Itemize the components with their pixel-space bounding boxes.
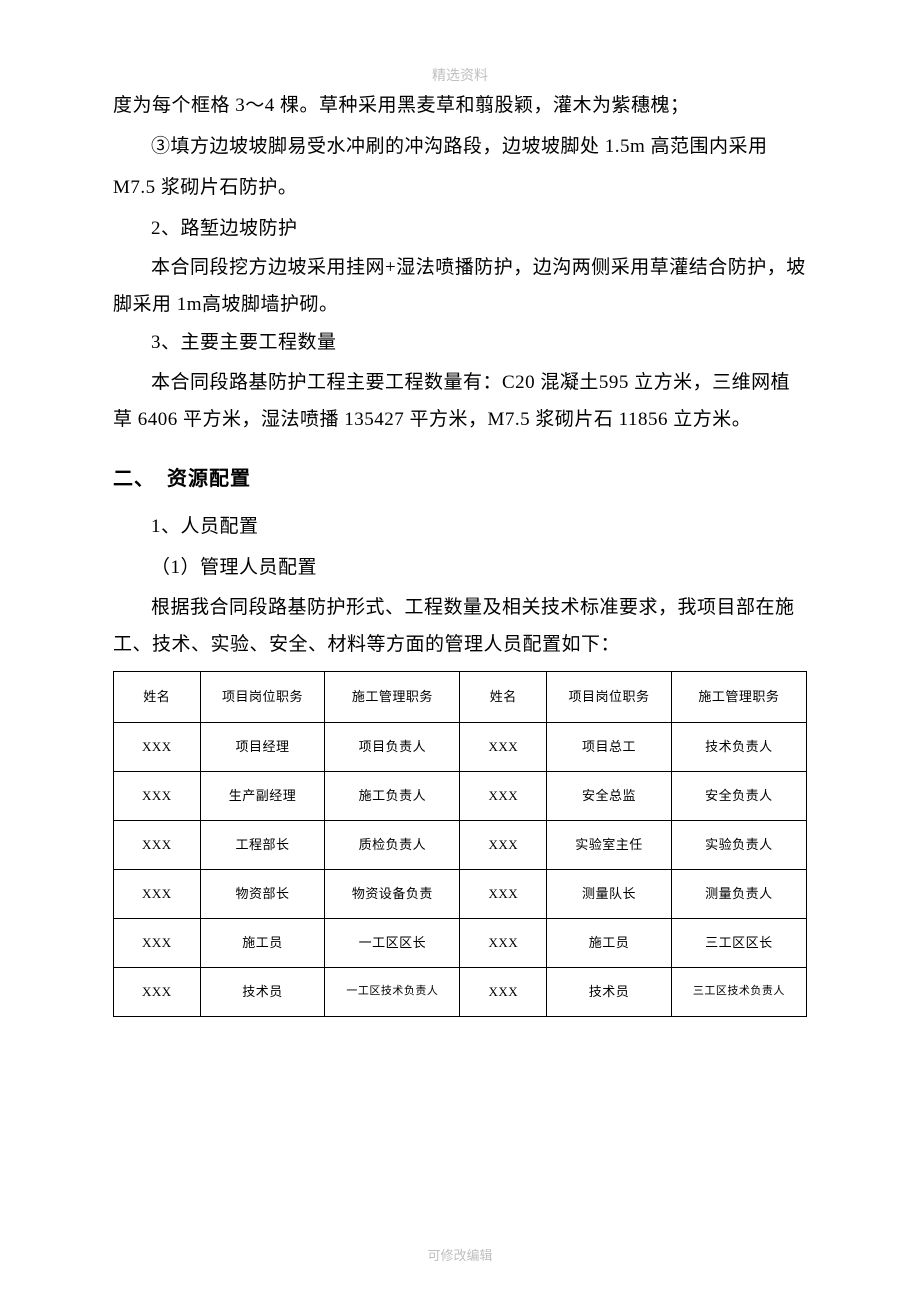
paragraph: 根据我合同段路基防护形式、工程数量及相关技术标准要求，我项目部在施工、技术、实验…: [113, 589, 807, 663]
table-cell: 安全总监: [547, 772, 672, 821]
table-header-cell: 施工管理职务: [671, 672, 806, 723]
personnel-table: 姓名 项目岗位职务 施工管理职务 姓名 项目岗位职务 施工管理职务 XXX 项目…: [113, 671, 807, 1017]
table-cell: 技术员: [200, 967, 325, 1016]
table-cell: 物资设备负责: [325, 869, 460, 918]
table-row: XXX 项目经理 项目负责人 XXX 项目总工 技术负责人: [114, 723, 807, 772]
footer-watermark: 可修改编辑: [0, 1245, 920, 1264]
table-cell: XXX: [460, 723, 547, 772]
table-header-row: 姓名 项目岗位职务 施工管理职务 姓名 项目岗位职务 施工管理职务: [114, 672, 807, 723]
table-cell: 实验负责人: [671, 821, 806, 870]
table-cell: 施工员: [200, 918, 325, 967]
subsection-number: 1、人员配置: [113, 507, 807, 548]
paragraph: ③填方边坡坡脚易受水冲刷的冲沟路段，边坡坡脚处 1.5m 高范围内采用 M7.5…: [113, 127, 807, 209]
table-header-cell: 项目岗位职务: [200, 672, 325, 723]
table-cell: 质检负责人: [325, 821, 460, 870]
table-cell: XXX: [114, 821, 201, 870]
table-cell: 物资部长: [200, 869, 325, 918]
heading-number: 二、: [113, 468, 155, 490]
subsection-number: 3、主要主要工程数量: [113, 323, 807, 364]
paragraph: 本合同段挖方边坡采用挂网+湿法喷播防护，边沟两侧采用草灌结合防护，坡脚采用 1m…: [113, 249, 807, 323]
table-cell: 实验室主任: [547, 821, 672, 870]
header-watermark: 精选资料: [0, 65, 920, 85]
table-cell: 三工区技术负责人: [671, 967, 806, 1016]
table-cell: 一工区区长: [325, 918, 460, 967]
paragraph: 本合同段路基防护工程主要工程数量有：C20 混凝土595 立方米，三维网植草 6…: [113, 364, 807, 438]
table-row: XXX 物资部长 物资设备负责 XXX 测量队长 测量负责人: [114, 869, 807, 918]
table-row: XXX 技术员 一工区技术负责人 XXX 技术员 三工区技术负责人: [114, 967, 807, 1016]
table-header-cell: 施工管理职务: [325, 672, 460, 723]
table-cell: 技术负责人: [671, 723, 806, 772]
table-cell: XXX: [460, 918, 547, 967]
table-header-cell: 姓名: [460, 672, 547, 723]
table-cell: 项目经理: [200, 723, 325, 772]
table-header-cell: 姓名: [114, 672, 201, 723]
table-cell: 施工负责人: [325, 772, 460, 821]
subsection-label: （1）管理人员配置: [113, 548, 807, 589]
table-cell: XXX: [460, 821, 547, 870]
document-body: 度为每个框格 3～4 棵。草种采用黑麦草和翦股颖，灌木为紫穗槐； ③填方边坡坡脚…: [113, 86, 807, 1017]
table-cell: XXX: [114, 918, 201, 967]
table-cell: XXX: [460, 869, 547, 918]
table-cell: 项目负责人: [325, 723, 460, 772]
paragraph: 度为每个框格 3～4 棵。草种采用黑麦草和翦股颖，灌木为紫穗槐；: [113, 86, 807, 127]
table-cell: 工程部长: [200, 821, 325, 870]
section-heading: 二、 资源配置: [113, 458, 807, 501]
table-cell: 施工员: [547, 918, 672, 967]
table-cell: 技术员: [547, 967, 672, 1016]
table-cell: 测量队长: [547, 869, 672, 918]
table-row: XXX 施工员 一工区区长 XXX 施工员 三工区区长: [114, 918, 807, 967]
table-cell: XXX: [114, 772, 201, 821]
table-row: XXX 工程部长 质检负责人 XXX 实验室主任 实验负责人: [114, 821, 807, 870]
heading-title: 资源配置: [167, 468, 251, 490]
table-cell: 生产副经理: [200, 772, 325, 821]
table-cell: 三工区区长: [671, 918, 806, 967]
table-cell: XXX: [460, 967, 547, 1016]
table-header-cell: 项目岗位职务: [547, 672, 672, 723]
table-cell: 测量负责人: [671, 869, 806, 918]
table-cell: 一工区技术负责人: [325, 967, 460, 1016]
table-cell: 安全负责人: [671, 772, 806, 821]
table-row: XXX 生产副经理 施工负责人 XXX 安全总监 安全负责人: [114, 772, 807, 821]
table-cell: XXX: [114, 967, 201, 1016]
table-cell: XXX: [114, 723, 201, 772]
table-cell: XXX: [460, 772, 547, 821]
table-cell: 项目总工: [547, 723, 672, 772]
subsection-number: 2、路堑边坡防护: [113, 209, 807, 250]
table-cell: XXX: [114, 869, 201, 918]
